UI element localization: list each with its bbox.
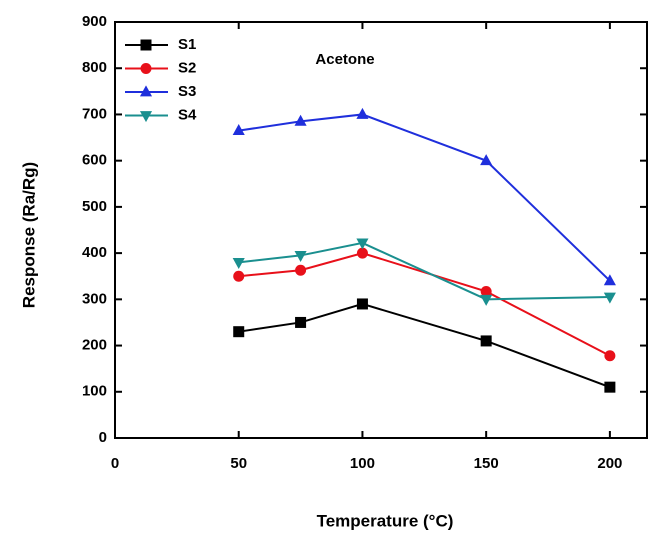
- marker: [139, 111, 153, 123]
- marker: [356, 107, 369, 119]
- marker: [604, 381, 616, 393]
- x-tick-label: 50: [230, 455, 247, 472]
- series-line: [238, 302, 611, 389]
- legend-label: S4: [178, 106, 197, 123]
- legend-label: S2: [178, 59, 196, 76]
- marker: [294, 114, 307, 126]
- marker: [356, 238, 369, 250]
- legend-label: S3: [178, 83, 196, 100]
- y-tick-label: 900: [82, 13, 107, 30]
- marker: [294, 251, 307, 263]
- series-line: [238, 252, 611, 357]
- legend-label: S1: [178, 36, 196, 53]
- x-tick-label: 200: [597, 455, 622, 472]
- x-tick-label: 100: [350, 455, 375, 472]
- x-tick-label: 0: [111, 455, 119, 472]
- marker: [295, 316, 307, 328]
- marker: [232, 257, 245, 269]
- marker: [233, 270, 245, 282]
- marker: [480, 294, 493, 306]
- y-tick-label: 0: [99, 429, 107, 446]
- marker: [139, 85, 153, 97]
- marker: [356, 298, 368, 310]
- y-tick-label: 500: [82, 198, 107, 215]
- y-tick-label: 100: [82, 383, 107, 400]
- marker: [356, 247, 368, 259]
- y-tick-label: 800: [82, 59, 107, 76]
- y-axis-label: Response (Ra/Rg): [19, 162, 38, 308]
- y-tick-label: 300: [82, 290, 107, 307]
- y-tick-label: 700: [82, 105, 107, 122]
- x-tick-label: 150: [474, 455, 499, 472]
- marker: [603, 292, 616, 304]
- marker: [233, 326, 245, 338]
- marker: [603, 274, 616, 286]
- marker: [140, 39, 152, 51]
- x-axis-label: Temperature (°C): [317, 511, 454, 530]
- y-tick-label: 400: [82, 244, 107, 261]
- marker: [480, 285, 492, 297]
- marker: [480, 335, 492, 347]
- marker: [604, 350, 616, 362]
- marker: [295, 264, 307, 276]
- y-tick-label: 600: [82, 152, 107, 169]
- marker: [140, 63, 152, 74]
- annotation: Acetone: [315, 51, 374, 68]
- marker: [232, 124, 245, 136]
- plot-frame: [114, 21, 648, 439]
- marker: [480, 154, 493, 166]
- y-tick-label: 200: [82, 337, 107, 354]
